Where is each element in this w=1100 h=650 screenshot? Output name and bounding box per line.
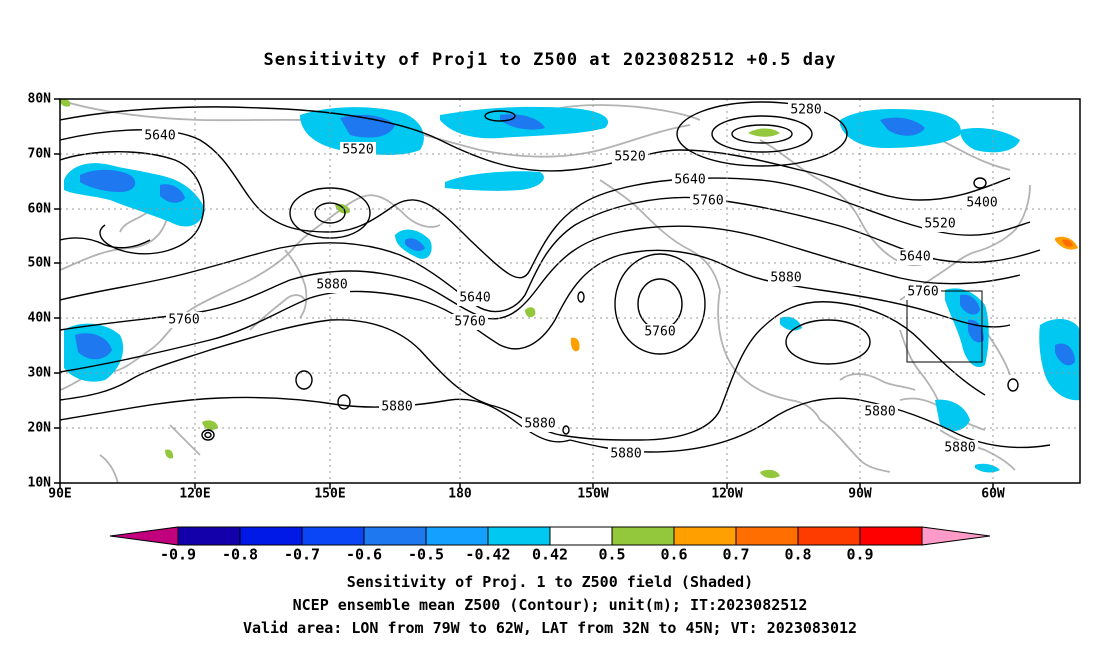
contour-label-bg (642, 324, 678, 340)
contour-label-bg (672, 172, 708, 188)
contour-label-bg (457, 290, 493, 306)
contour-label: 5760 (907, 285, 938, 300)
contour-label: 5520 (614, 150, 645, 165)
lon-tick-label: 90W (848, 487, 872, 502)
colorbar-swatch (549, 526, 613, 546)
lon-tick-label: 150W (577, 487, 608, 502)
colorbar-swatch (611, 526, 675, 546)
chart-title: Sensitivity of Proj1 to Z500 at 20230825… (263, 50, 837, 70)
footer-line-1: Sensitivity of Proj. 1 to Z500 field (Sh… (346, 573, 754, 591)
contour-label-bg (166, 312, 202, 328)
colorbar (109, 526, 991, 546)
contour-label-bg (379, 399, 415, 415)
colorbar-label: 0.6 (660, 546, 687, 564)
lat-tick-label: 60N (28, 202, 52, 217)
lon-tick-label: 150E (314, 487, 345, 502)
contour-label-bg (862, 404, 898, 420)
footer-line-2: NCEP ensemble mean Z500 (Contour); unit(… (292, 596, 808, 614)
colorbar-swatch (425, 526, 489, 546)
lat-tick-label: 20N (28, 421, 52, 436)
colorbar-labels: -0.9 -0.8 -0.7 -0.6 -0.5 -0.42 0.42 0.5 0.6 0.7 0.… (160, 546, 874, 564)
colorbar-label: 0.5 (598, 546, 625, 564)
contour-label-bg (768, 270, 804, 286)
lon-tick-label: 120E (179, 487, 210, 502)
contour-label-bg (788, 102, 824, 118)
colorbar-swatch (301, 526, 365, 546)
contour-label-bg (942, 440, 978, 456)
colorbar-label: 0.8 (784, 546, 811, 564)
colorbar-swatch (673, 526, 737, 546)
contour-label-bg (608, 446, 644, 462)
contour-label: 5760 (692, 194, 723, 209)
lat-tick-label: 50N (28, 256, 52, 271)
colorbar-swatch (487, 526, 551, 546)
colorbar-label: -0.5 (408, 546, 444, 564)
colorbar-max-arrow (921, 526, 991, 546)
lon-axis: 90E 120E 150E 180 150W 120W 90W 60W (48, 483, 1005, 502)
contour-label: 5880 (770, 271, 801, 286)
lat-tick-label: 30N (28, 366, 52, 381)
contour-label: 5880 (610, 447, 641, 462)
lon-tick-label: 120W (711, 487, 742, 502)
contour-label: 5280 (790, 103, 821, 118)
lat-tick-label: 80N (28, 92, 52, 107)
lat-tick-label: 40N (28, 311, 52, 326)
colorbar-swatch (735, 526, 799, 546)
lat-axis: 80N 70N 60N 50N 40N 30N 20N 10N (28, 92, 60, 491)
lat-tick-label: 10N (28, 476, 52, 491)
valid-area-box (906, 290, 983, 363)
contour-label: 5640 (144, 129, 175, 144)
colorbar-label: 0.42 (532, 546, 568, 564)
contour-label-bg (452, 314, 488, 330)
contour-label-bg (314, 277, 350, 293)
contour-label: 5880 (524, 417, 555, 432)
colorbar-label: -0.7 (284, 546, 320, 564)
contour-label: 5640 (899, 250, 930, 265)
colorbar-label: 0.9 (846, 546, 873, 564)
contour-label: 5520 (924, 217, 955, 232)
colorbar-label: -0.8 (222, 546, 258, 564)
contour-label-bg (897, 249, 933, 265)
contour-label: 5760 (168, 313, 199, 328)
contour-label: 5760 (644, 325, 675, 340)
sensitivity-shading (60, 99, 1080, 479)
contour-label: 5640 (674, 173, 705, 188)
contour-labels: 5280 5520 5520 5520 5640 5640 5640 5640 5760 5760… (142, 102, 1000, 462)
lon-tick-label: 90E (48, 487, 71, 502)
colorbar-label: -0.6 (346, 546, 382, 564)
colorbar-swatch (239, 526, 303, 546)
contour-label: 5880 (944, 441, 975, 456)
lon-tick-label: 180 (448, 487, 472, 502)
plot-frame (59, 98, 1081, 484)
footer-line-3: Valid area: LON from 79W to 62W, LAT fro… (242, 619, 858, 637)
contour-label-bg (612, 149, 648, 165)
contour-label: 5640 (459, 291, 490, 306)
colorbar-min-arrow (109, 526, 179, 546)
contour-label: 5880 (381, 400, 412, 415)
colorbar-swatch (797, 526, 861, 546)
contour-label: 5880 (316, 278, 347, 293)
colorbar-swatch (363, 526, 427, 546)
contour-label-bg (905, 284, 941, 300)
contour-label-bg (522, 416, 558, 432)
colorbar-label: -0.42 (465, 546, 510, 564)
contour-label: 5520 (342, 143, 373, 158)
contour-label-bg (964, 195, 1000, 211)
contour-label: 5400 (966, 196, 997, 211)
contour-label-bg (142, 128, 178, 144)
contour-label-bg (340, 142, 376, 158)
contour-label-bg (922, 216, 958, 232)
colorbar-label: -0.9 (160, 546, 196, 564)
lon-tick-label: 60W (981, 487, 1005, 502)
contour-label: 5760 (454, 315, 485, 330)
map-plot: 5280 5520 5520 5520 5640 5640 5640 5640 5760 5760… (28, 92, 1081, 564)
contour-label-bg (690, 193, 726, 209)
colorbar-swatch (177, 526, 241, 546)
colorbar-label: 0.7 (722, 546, 749, 564)
colorbar-swatch (859, 526, 923, 546)
lat-tick-label: 70N (28, 147, 52, 162)
contour-label: 5880 (864, 405, 895, 420)
